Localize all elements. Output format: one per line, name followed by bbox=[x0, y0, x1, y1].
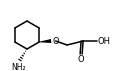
Text: O: O bbox=[78, 55, 84, 64]
Text: O: O bbox=[52, 36, 59, 46]
Text: NH₂: NH₂ bbox=[12, 62, 26, 71]
Polygon shape bbox=[39, 39, 51, 43]
Text: OH: OH bbox=[98, 36, 111, 46]
